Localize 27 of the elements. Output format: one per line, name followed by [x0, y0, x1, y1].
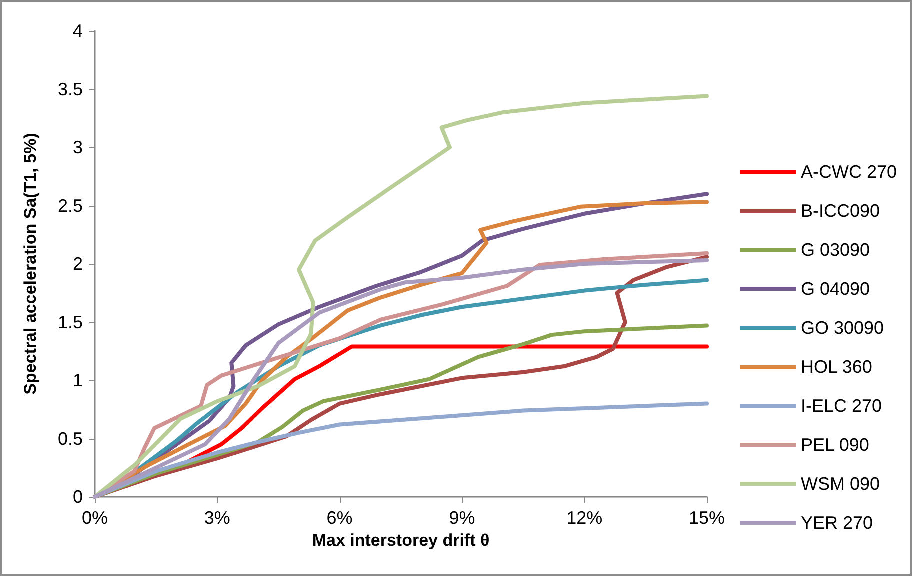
legend-label: WSM 090	[800, 474, 880, 494]
x-tick-label: 9%	[449, 508, 476, 528]
legend-label: A-CWC 270	[800, 162, 898, 182]
y-tick-label: 4	[72, 21, 83, 41]
legend-label: YER 270	[800, 513, 874, 533]
y-tick-label: 2	[72, 254, 83, 274]
legend-label: GO 30090	[800, 318, 884, 338]
x-tick-label: 12%	[566, 508, 603, 528]
y-tick-label: 1	[72, 370, 83, 390]
legend-label: B-ICC090	[800, 201, 880, 221]
y-axis-title: Spectral acceleration Sa(T1, 5%)	[21, 133, 40, 395]
y-tick-label: 0.5	[58, 428, 83, 449]
legend-label: I-ELC 270	[800, 396, 882, 416]
legend-label: G 03090	[800, 240, 870, 260]
legend-label: HOL 360	[800, 357, 872, 377]
y-tick-label: 0	[72, 487, 83, 507]
legend-label: G 04090	[800, 279, 870, 299]
x-tick-label: 0%	[82, 508, 108, 528]
y-tick-label: 1.5	[58, 312, 83, 332]
y-tick-label: 2.5	[58, 196, 83, 216]
legend-label: PEL 090	[800, 435, 870, 455]
x-axis-title: Max interstorey drift θ	[312, 530, 490, 550]
x-tick-label: 6%	[326, 508, 353, 528]
y-tick-label: 3	[72, 138, 83, 158]
x-tick-label: 3%	[204, 508, 230, 528]
x-tick-label: 15%	[688, 508, 726, 528]
y-tick-label: 3.5	[58, 79, 83, 100]
